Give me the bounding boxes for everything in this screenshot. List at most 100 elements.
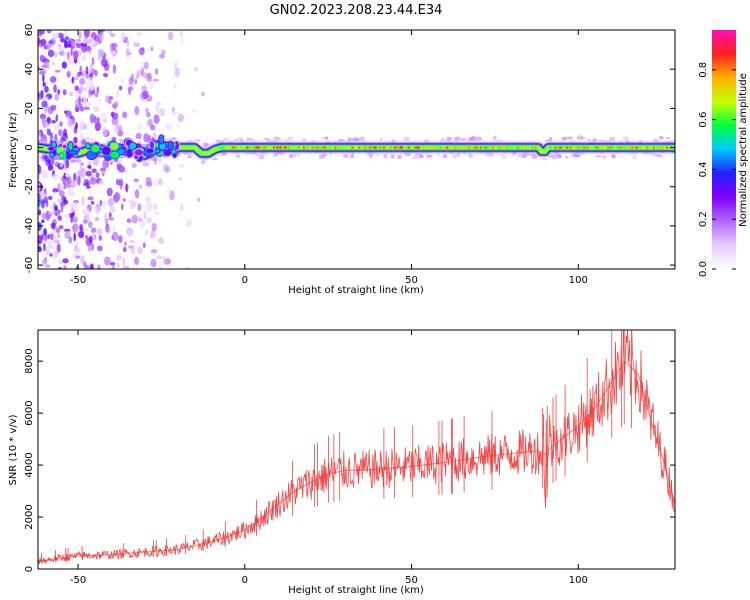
- spectrogram-speckle: [83, 124, 86, 130]
- spectrogram-speckle: [177, 113, 184, 123]
- spectrogram-speckle: [130, 73, 135, 83]
- spectrogram-speckle: [180, 35, 184, 45]
- spectrogram-speckle: [126, 38, 130, 47]
- snr-frame: [37, 329, 676, 570]
- spectrogram-blob: [109, 150, 121, 160]
- spectrogram-speckle: [83, 106, 90, 111]
- snr-y-label: SNR (10 * v/v): [8, 414, 19, 485]
- spectrogram-speckle: [521, 155, 527, 159]
- spectrogram-speckle: [108, 95, 114, 101]
- spectrogram-speckle: [113, 193, 120, 203]
- spectrogram-speckle: [47, 211, 55, 216]
- spectrogram-speckle: [43, 257, 47, 267]
- spectrogram-speckle: [542, 157, 548, 161]
- spectrogram-speckle: [50, 37, 56, 46]
- spectrogram-speckle: [452, 153, 458, 159]
- spectrogram-speckle: [566, 136, 573, 140]
- y-tick-label: 60: [24, 24, 35, 37]
- spectrogram-speckle: [144, 196, 152, 203]
- spectrogram-speckle: [54, 69, 61, 73]
- spectrogram-speckle: [53, 191, 58, 196]
- y-tick-label: 2000: [24, 504, 35, 529]
- spectrogram-speckle: [58, 190, 65, 197]
- spectrogram-speckle: [84, 235, 89, 239]
- spectrogram-speckle: [98, 31, 104, 42]
- spectrogram-speckle: [120, 203, 124, 211]
- spectrogram-speckle: [156, 101, 161, 106]
- spectrogram-speckle: [103, 213, 108, 222]
- spectrogram-speckle: [123, 265, 130, 269]
- spectrogram-speckle: [45, 264, 51, 268]
- spectrogram-speckle: [42, 138, 49, 142]
- spectrogram-speckle: [178, 176, 183, 181]
- spectrogram-speckle: [151, 231, 157, 238]
- figure-title: GN02.2023.208.23.44.E34: [270, 3, 443, 18]
- spectrogram-speckle: [59, 182, 65, 191]
- y-tick-label: 8000: [24, 348, 35, 373]
- spectrogram-speckle: [48, 241, 52, 248]
- spectrogram-speckle: [82, 37, 87, 45]
- spectrogram-speckle: [101, 126, 109, 137]
- spectrogram-speckle: [54, 205, 58, 212]
- spectrogram-blob: [153, 142, 160, 149]
- spectrogram-y-ticks: -60 -40 -20 0 20 40 60: [24, 24, 675, 273]
- spectrogram-speckle: [112, 226, 115, 232]
- spectrogram-speckle: [94, 121, 101, 132]
- spectrogram-speckle: [96, 228, 103, 236]
- spectrogram-speckle: [146, 77, 152, 82]
- spectrogram-speckle: [85, 39, 93, 44]
- spectrogram-speckle: [91, 242, 94, 252]
- colorbar-tick-label: 0.6: [698, 112, 709, 128]
- spectrogram-speckle: [83, 216, 89, 220]
- spectrogram-speckle: [41, 212, 47, 220]
- spectrogram-speckle: [58, 43, 61, 48]
- spectrogram-speckle: [75, 40, 82, 44]
- spectrogram-speckle: [144, 229, 150, 237]
- spectrogram-speckle: [88, 101, 92, 107]
- spectrogram-speckle: [178, 163, 186, 168]
- spectrogram-speckle: [47, 64, 50, 70]
- colorbar-ticks: 0.0 0.2 0.4 0.6 0.8: [698, 62, 736, 277]
- spectrogram-speckle: [149, 124, 155, 131]
- spectrogram-speckle: [43, 228, 47, 236]
- spectrogram-speckle: [142, 90, 149, 100]
- spectrogram-speckle: [191, 109, 198, 114]
- spectrogram-speckle: [110, 50, 118, 58]
- snr-noise-trace: [38, 330, 675, 565]
- spectrogram-speckle: [145, 108, 149, 113]
- spectrogram-speckle: [609, 136, 616, 141]
- spectrogram-speckle: [58, 258, 64, 265]
- spectrogram-speckle: [67, 176, 72, 185]
- spectrogram-speckle: [107, 197, 114, 207]
- spectrogram-speckle: [75, 255, 81, 259]
- spectrogram-speckle: [47, 49, 55, 58]
- spectrogram-speckle: [81, 140, 87, 144]
- spectrogram-speckle: [154, 211, 160, 215]
- snr-panel: -50 0 50 100 0 2000 4000 6000 8000 Height of st…: [8, 329, 676, 596]
- spectrogram-speckle: [74, 85, 79, 91]
- spectrogram-speckle: [154, 177, 160, 187]
- spectrogram-speckle: [63, 228, 71, 233]
- spectrogram-speckle: [69, 180, 76, 188]
- spectrogram-speckle: [264, 137, 269, 140]
- spectrogram-speckle: [91, 56, 95, 66]
- spectrogram-speckle: [122, 246, 127, 253]
- spectrogram-speckle: [126, 218, 132, 224]
- spectrogram-panel: -50 0 50 100 -60 -40 -20 0 20 40 60 Height of str…: [8, 24, 676, 296]
- spectrogram-speckle: [87, 196, 94, 201]
- spectrogram-speckle: [65, 173, 71, 178]
- spectrogram-speckle: [170, 137, 178, 140]
- spectrogram-speckle: [89, 80, 94, 90]
- spectrogram-speckle: [46, 116, 52, 125]
- spectrogram-speckle: [116, 124, 122, 130]
- spectrogram-speckle: [111, 231, 119, 242]
- spectrogram-speckle: [53, 124, 59, 131]
- spectrogram-frame: [37, 29, 676, 270]
- spectrogram-speckle: [85, 136, 91, 142]
- spectrogram-speckle: [82, 182, 90, 187]
- spectrogram-speckle: [78, 96, 81, 105]
- spectrogram-speckle: [80, 254, 85, 265]
- x-tick-label: 50: [405, 575, 418, 586]
- spectrogram-speckle: [76, 175, 80, 185]
